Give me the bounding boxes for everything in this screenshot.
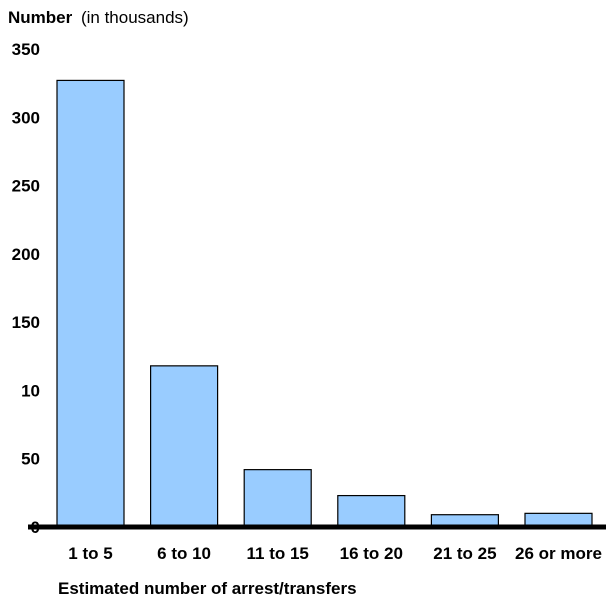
x-tick-label: 6 to 10	[157, 544, 211, 563]
y-axis-ticks: 05010150200250300350	[12, 40, 40, 537]
bar-11-to-15	[243, 469, 312, 528]
y-tick-label: 300	[12, 108, 40, 127]
y-tick-label: 150	[12, 313, 40, 332]
bar-16-to-20	[337, 494, 406, 528]
x-tick-label: 21 to 25	[433, 544, 496, 563]
x-tick-label: 26 or more	[515, 544, 602, 563]
y-axis-title-unit: (in thousands)	[81, 8, 189, 27]
bar-series	[56, 79, 593, 528]
y-tick-label: 10	[21, 381, 40, 400]
y-tick-label: 50	[21, 450, 40, 469]
x-tick-label: 16 to 20	[340, 544, 403, 563]
bar-6-to-10	[150, 365, 219, 528]
svg-text:Number (in thousands): Number (in thousands)	[8, 8, 189, 27]
x-tick-label: 1 to 5	[68, 544, 112, 563]
y-tick-label: 250	[12, 177, 40, 196]
x-tick-label: 11 to 15	[247, 544, 309, 563]
y-axis-title-main: Number	[8, 8, 73, 27]
bar-1-to-5	[56, 79, 125, 528]
x-axis-title: Estimated number of arrest/transfers	[58, 579, 357, 598]
y-tick-label: 200	[12, 245, 40, 264]
y-axis-title: Number (in thousands)	[8, 8, 189, 27]
x-axis-ticks: 1 to 5 6 to 10 11 to 15 16 to 20 21 to 25 26 …	[68, 544, 602, 563]
y-tick-label: 350	[12, 40, 40, 59]
